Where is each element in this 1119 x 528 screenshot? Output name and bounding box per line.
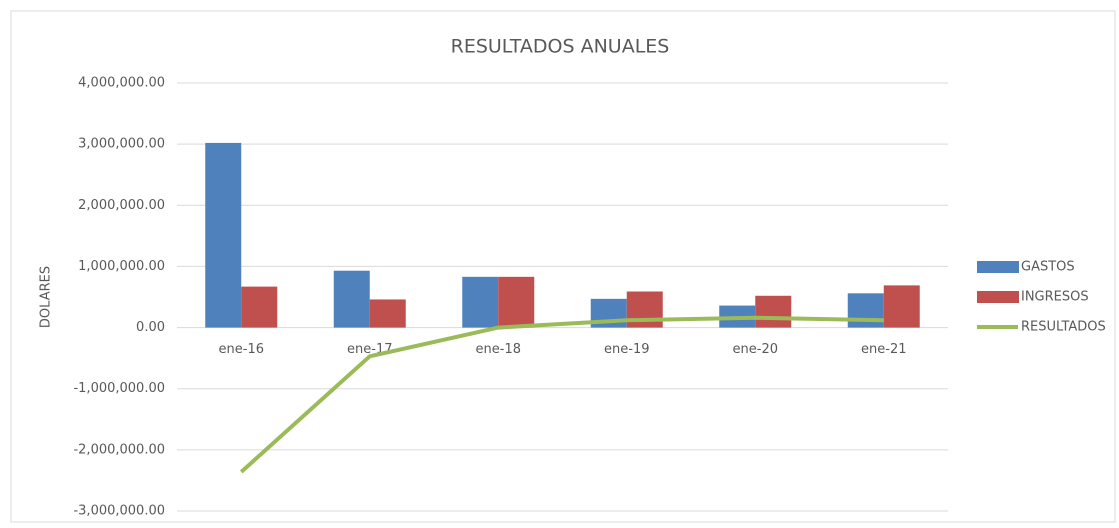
- bar: [205, 142, 242, 328]
- y-tick-label: -1,000,000.00: [73, 381, 165, 396]
- bar: [333, 270, 370, 328]
- y-tick-label: 1,000,000.00: [78, 259, 165, 274]
- y-tick-label: 2,000,000.00: [78, 198, 165, 213]
- line: [239, 315, 884, 474]
- bar: [626, 291, 663, 328]
- x-tick-label: ene-20: [733, 342, 778, 357]
- bar: [847, 293, 884, 328]
- legend-swatch: [977, 291, 1019, 303]
- x-tick-label: ene-19: [604, 342, 649, 357]
- legend-label: GASTOS: [1021, 260, 1075, 275]
- chart-title: RESULTADOS ANUALES: [451, 36, 670, 58]
- bar: [369, 299, 406, 328]
- y-tick-label: -2,000,000.00: [73, 442, 165, 457]
- bar: [498, 276, 535, 328]
- x-tick-label: ene-18: [476, 342, 521, 357]
- y-tick-label: 3,000,000.00: [78, 137, 165, 152]
- legend-swatch: [977, 261, 1019, 273]
- y-tick-label: 0.00: [136, 320, 165, 335]
- x-tick-label: ene-16: [219, 342, 264, 357]
- bar: [755, 295, 792, 328]
- y-axis-label: DOLARES: [39, 266, 54, 328]
- legend-label: INGRESOS: [1021, 290, 1089, 305]
- y-tick-label: 4,000,000.00: [78, 76, 165, 91]
- y-tick-label: -3,000,000.00: [73, 504, 165, 519]
- bar: [883, 285, 920, 328]
- bar: [462, 276, 499, 328]
- legend-label: RESULTADOS: [1021, 320, 1106, 335]
- bar: [241, 286, 278, 328]
- x-tick-label: ene-21: [861, 342, 906, 357]
